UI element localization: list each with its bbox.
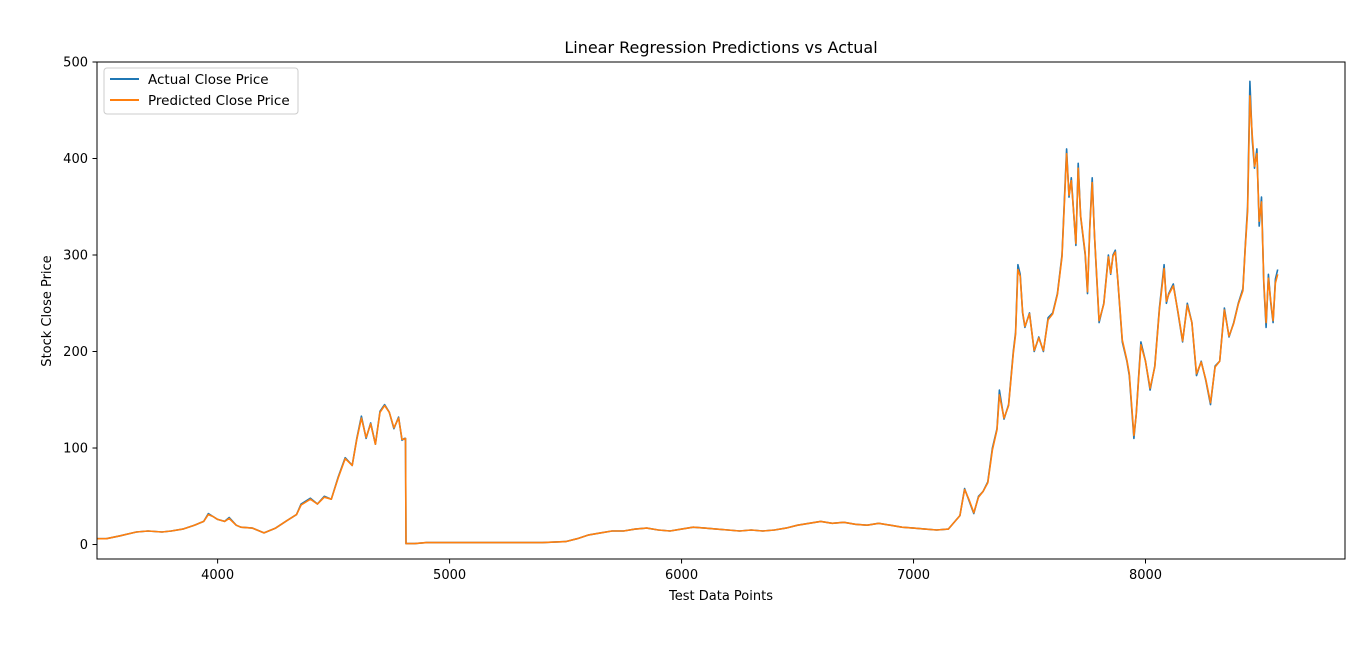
y-tick-label: 0 <box>80 538 88 553</box>
x-tick-label: 7000 <box>897 568 930 583</box>
x-tick-label: 6000 <box>665 568 698 583</box>
legend: Actual Close Price Predicted Close Price <box>103 67 299 115</box>
y-tick-label: 300 <box>63 249 88 264</box>
x-tick-label: 5000 <box>433 568 466 583</box>
x-tick-label: 4000 <box>201 568 234 583</box>
y-tick-label: 100 <box>63 442 88 457</box>
y-tick-label: 200 <box>63 345 88 360</box>
legend-label-1: Actual Close Price <box>148 72 269 88</box>
plot-area: 4000 5000 6000 7000 8000 0 100 200 300 400 500 <box>63 56 1346 583</box>
y-axis-label: Stock Close Price <box>40 255 55 366</box>
chart-title: Linear Regression Predictions vs Actual <box>564 38 877 57</box>
legend-box <box>103 67 299 115</box>
legend-label-2: Predicted Close Price <box>148 93 290 109</box>
plot-frame <box>96 61 1346 560</box>
x-tick-label: 8000 <box>1129 568 1162 583</box>
y-tick-label: 400 <box>63 152 88 167</box>
y-tick-label: 500 <box>63 56 88 71</box>
x-axis-label: Test Data Points <box>668 589 773 604</box>
series-line-2 <box>97 95 1279 545</box>
